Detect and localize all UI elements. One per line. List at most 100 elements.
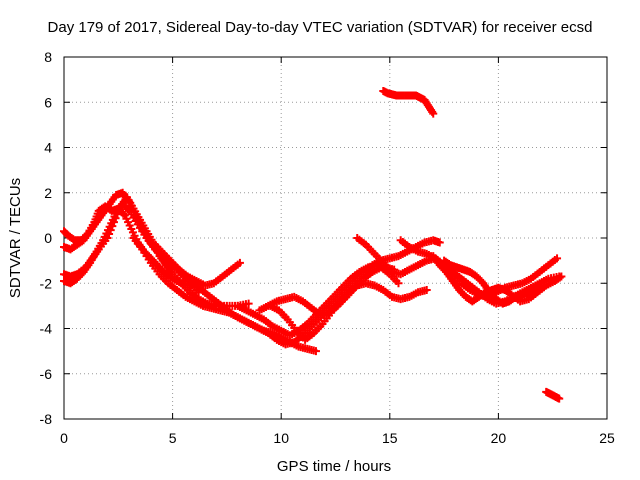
data-point — [157, 247, 166, 256]
data-point — [288, 338, 297, 347]
data-point — [82, 231, 91, 240]
data-point — [359, 239, 368, 248]
chart-title: Day 179 of 2017, Sidereal Day-to-day VTE… — [48, 19, 593, 36]
data-point — [166, 273, 175, 282]
data-point — [495, 297, 504, 306]
y-tick-label: 6 — [44, 94, 52, 110]
series-track-m — [440, 256, 546, 308]
data-point — [348, 286, 357, 295]
data-point — [175, 278, 184, 287]
data-point — [179, 291, 188, 300]
y-tick-label: 2 — [44, 185, 52, 201]
x-axis-title: GPS time / hours — [277, 458, 391, 475]
data-point — [119, 209, 128, 218]
data-point — [403, 241, 412, 250]
x-tick-label: 10 — [273, 430, 289, 446]
data-point — [201, 288, 210, 297]
data-point — [123, 195, 132, 204]
data-point — [309, 313, 318, 322]
data-point — [455, 273, 464, 282]
data-point — [383, 254, 392, 263]
data-point — [153, 267, 162, 276]
data-point — [275, 325, 284, 334]
data-point — [103, 226, 112, 235]
data-point — [443, 258, 452, 267]
data-point — [307, 330, 316, 339]
data-point — [104, 204, 113, 213]
data-point — [361, 264, 370, 273]
data-point — [110, 212, 119, 221]
series-track-o — [542, 387, 564, 403]
data-point — [401, 248, 410, 257]
data-point — [309, 346, 318, 355]
data-point — [270, 334, 279, 343]
data-point — [136, 242, 145, 251]
data-point — [188, 296, 197, 305]
data-point — [207, 279, 216, 288]
data-point — [67, 234, 76, 242]
data-point — [170, 284, 179, 293]
data-point — [420, 286, 429, 295]
data-point — [368, 247, 377, 256]
data-point — [322, 309, 331, 318]
data-point — [368, 280, 377, 289]
data-point — [216, 274, 225, 283]
data-point — [340, 295, 349, 304]
data-point — [524, 275, 533, 284]
data-point — [131, 217, 140, 226]
data-point — [84, 261, 93, 270]
data-point — [554, 274, 563, 283]
data-point — [357, 276, 366, 285]
data-point — [205, 303, 214, 312]
data-point — [253, 323, 262, 332]
data-point — [507, 282, 516, 291]
data-point — [290, 323, 299, 332]
data-point — [344, 276, 353, 285]
data-point — [266, 320, 275, 329]
data-point — [279, 295, 288, 304]
data-point — [97, 239, 106, 248]
axis-ticks: 0 5 10 15 20 25 -8 -6 -4 -2 0 2 4 6 8 — [40, 49, 615, 446]
data-point — [227, 309, 236, 318]
data-point — [377, 256, 386, 265]
data-point — [411, 262, 420, 271]
data-point — [196, 300, 205, 309]
data-point — [305, 302, 314, 311]
y-tick-label: -4 — [40, 321, 53, 337]
data-point — [411, 289, 420, 298]
data-point — [90, 250, 99, 259]
data-point — [327, 295, 336, 304]
data-point — [335, 286, 344, 295]
data-point — [183, 274, 192, 283]
data-point — [472, 286, 481, 295]
data-point — [123, 205, 132, 214]
data-point — [366, 269, 375, 278]
data-point — [403, 266, 412, 275]
data-point — [469, 270, 478, 279]
data-point — [162, 276, 171, 285]
x-tick-label: 25 — [599, 430, 615, 446]
data-point — [434, 237, 443, 246]
data-point — [478, 290, 487, 299]
data-point — [411, 246, 420, 255]
data-point — [69, 243, 78, 252]
y-tick-label: 4 — [44, 140, 52, 156]
data-point — [281, 313, 290, 322]
data-point — [522, 295, 531, 304]
data-point — [261, 303, 270, 312]
data-point — [144, 255, 153, 264]
data-point — [209, 295, 218, 304]
data-point — [385, 265, 394, 274]
data-point — [542, 262, 551, 271]
data-point — [463, 279, 472, 288]
data-point — [235, 314, 244, 323]
data-point — [418, 239, 427, 248]
data-point — [296, 296, 305, 305]
data-point — [377, 284, 386, 293]
data-point — [248, 309, 257, 318]
x-tick-label: 0 — [60, 430, 68, 446]
data-point — [261, 327, 270, 336]
data-point — [125, 221, 134, 230]
data-point — [244, 318, 253, 327]
